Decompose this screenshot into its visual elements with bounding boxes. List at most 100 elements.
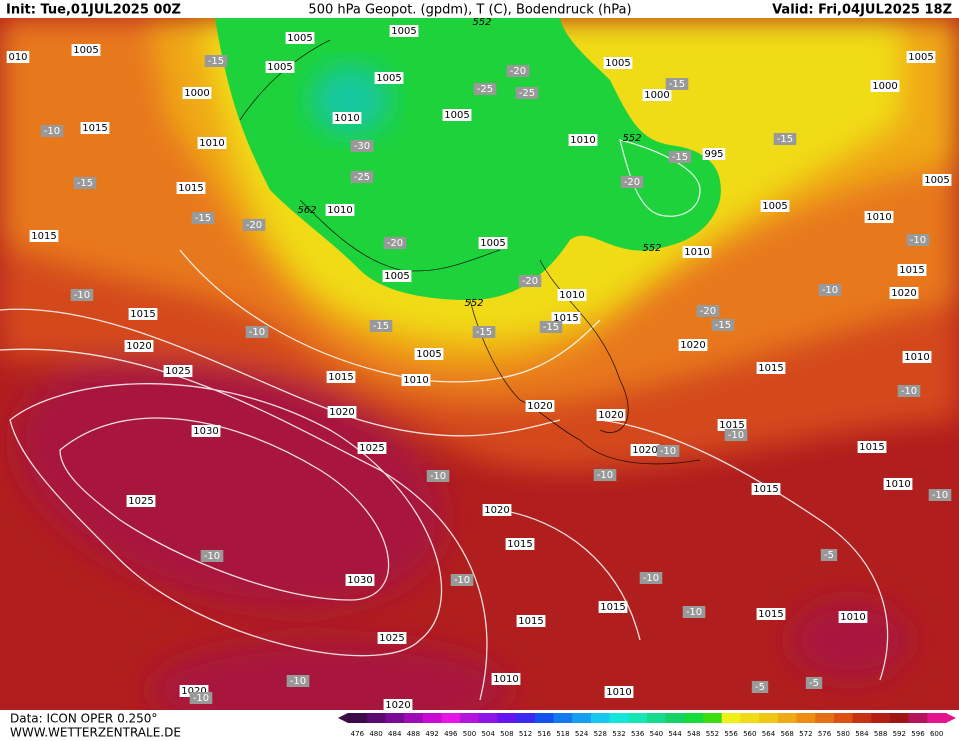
- isobar-label-box: [491, 673, 521, 685]
- temperature-label: -10: [932, 490, 948, 501]
- temperature-label-box: [506, 65, 530, 77]
- temperature-label-box: [751, 681, 769, 693]
- temperature-label: -15: [669, 79, 685, 90]
- temperature-label: -15: [543, 322, 559, 333]
- temperature-label-box: [620, 176, 644, 188]
- temperature-label-box: [245, 326, 269, 338]
- isobar-label-box: [756, 608, 786, 620]
- isobar-label: 1000: [644, 90, 669, 101]
- isobar-label-box: [751, 483, 781, 495]
- isobar-label-box: [325, 204, 355, 216]
- isobar-label: 1020: [126, 341, 151, 352]
- temperature-label: -20: [246, 220, 262, 231]
- isobar-label-box: [71, 44, 101, 56]
- isobar-label: 1010: [403, 375, 428, 386]
- isobar-label: 1010: [334, 113, 359, 124]
- temperature-label-box: [820, 549, 838, 561]
- isobar-label-box: [702, 148, 726, 160]
- isobar-label-box: [327, 406, 357, 418]
- temperature-label-box: [472, 326, 496, 338]
- colorbar-label: 540: [650, 730, 663, 738]
- isobar-label-box: [630, 444, 660, 456]
- temperature-label-box: [369, 320, 393, 332]
- colorbar-label: 492: [425, 730, 438, 738]
- isobar-label: 1025: [165, 366, 190, 377]
- colorbar-swatch: [441, 713, 461, 723]
- temperature-label: -10: [74, 290, 90, 301]
- colorbar-swatch: [366, 713, 386, 723]
- colorbar-label: 516: [538, 730, 552, 738]
- isobar-label-box: [906, 51, 936, 63]
- isobar-label: 1015: [518, 616, 543, 627]
- colorbar-swatch: [815, 713, 835, 723]
- colorbar-label: 580: [837, 730, 850, 738]
- isobar-label: 1010: [840, 612, 865, 623]
- valid-time: Valid: Fri,04JUL2025 18Z: [772, 3, 952, 18]
- isobar-label-box: [377, 632, 407, 644]
- colorbar-swatch: [590, 713, 611, 723]
- isobar-label-box: [182, 87, 212, 99]
- colorbar-label: 536: [631, 730, 645, 738]
- isobar-label-box: [128, 308, 158, 320]
- isobar-label: 1015: [553, 313, 578, 324]
- isobar-label-box: [478, 237, 508, 249]
- temperature-label: -5: [824, 550, 834, 561]
- isobar-label: 1010: [493, 674, 518, 685]
- temperature-label-box: [518, 275, 542, 287]
- isobar-label-box: [6, 51, 30, 63]
- isobar-label-box: [603, 57, 633, 69]
- init-time: Init: Tue,01JUL2025 00Z: [6, 3, 181, 18]
- colorbar-label: 560: [743, 730, 756, 738]
- temperature-label: -25: [477, 84, 493, 95]
- temperature-label: -15: [777, 134, 793, 145]
- isobar-label: 1030: [193, 426, 218, 437]
- temperature-label: -25: [354, 172, 370, 183]
- temperature-label-box: [539, 321, 563, 333]
- colorbar-label: 592: [893, 730, 906, 738]
- isobar-label-box: [29, 230, 59, 242]
- temperature-label: -10: [454, 575, 470, 586]
- temperature-label-box: [818, 284, 842, 296]
- colorbar-label: 572: [799, 730, 812, 738]
- temperature-label-box: [724, 429, 748, 441]
- isobar-label: 1015: [758, 609, 783, 620]
- temperature-label: -10: [204, 551, 220, 562]
- colorbar-swatch: [665, 713, 685, 723]
- temperature-label: -10: [728, 430, 744, 441]
- isobar-label: 1015: [600, 602, 625, 613]
- isobar-label: 1000: [184, 88, 209, 99]
- temperature-label-box: [242, 219, 266, 231]
- isobar-label-box: [401, 374, 431, 386]
- temperature-label: -10: [44, 126, 60, 137]
- temperature-label-box: [773, 133, 797, 145]
- isobar-label-box: [285, 32, 315, 44]
- isobar-label: 1015: [328, 372, 353, 383]
- isobar-label-box: [604, 686, 634, 698]
- isobar-label-box: [642, 89, 672, 101]
- colorbar-swatch: [553, 713, 573, 723]
- temperature-label: -15: [195, 213, 211, 224]
- isobar-label: 1005: [444, 110, 469, 121]
- isobar-label: 1020: [891, 288, 916, 299]
- colorbar-swatch: [684, 713, 704, 723]
- temperature-label: -10: [290, 676, 306, 687]
- isobar-label-box: [902, 351, 932, 363]
- isobar-label-box: [176, 182, 206, 194]
- temperature-label: -20: [387, 238, 403, 249]
- isobar-label: 1005: [391, 26, 416, 37]
- isobar-label: 1015: [31, 231, 56, 242]
- isobar-label: 1005: [908, 52, 933, 63]
- isobar-label-box: [383, 699, 413, 711]
- isobar-label-box: [505, 538, 535, 550]
- temperature-label: -15: [672, 152, 688, 163]
- temperature-label-box: [200, 550, 224, 562]
- colorbar-label: 508: [500, 730, 513, 738]
- isobar-label: 1010: [570, 135, 595, 146]
- isobar-label-box: [442, 109, 472, 121]
- temperature-label-box: [711, 319, 735, 331]
- temperature-label: -15: [476, 327, 492, 338]
- data-source: Data: ICON OPER 0.250°: [10, 712, 157, 726]
- isobar-label-box: [838, 611, 868, 623]
- colorbar-swatch: [703, 713, 723, 723]
